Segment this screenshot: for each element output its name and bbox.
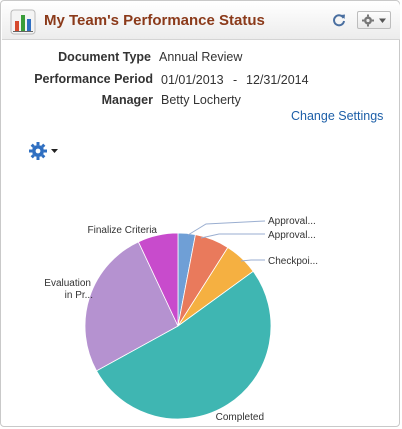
pie-slice-label: Evaluation in Pr... [44,278,93,301]
pie-slice[interactable] [95,270,272,420]
pie-slice-label: Finalize Criteria [88,225,158,236]
pie-slice[interactable] [84,241,179,372]
period-start-value: 01/01/2013 [161,73,224,87]
pie-leader-line [240,259,265,262]
manager-value: Betty Locherty [161,93,241,107]
refresh-icon[interactable] [332,13,346,27]
document-type-label: Document Type [58,50,151,64]
pagelet-options-button[interactable] [357,11,391,29]
manager-label: Manager [101,93,153,107]
change-settings-link[interactable]: Change Settings [291,109,384,123]
pie-leader-line [200,233,265,239]
pie-slice-label: Checkpoi... [268,256,318,267]
pie-slice-label: Approval... [268,216,316,227]
pie-leader-line [187,220,266,236]
performance-period-label: Performance Period [34,72,153,86]
chart-options-gear-icon[interactable] [29,141,63,161]
pie-chart: Approval... Approval... Checkpoi... Complet… [44,216,318,423]
period-separator: - [233,73,238,87]
pie-slice-label: Approval... [268,230,316,241]
pie-slice[interactable] [137,232,179,327]
document-type-value: Annual Review [159,50,243,64]
period-end-value: 12/31/2014 [246,73,309,87]
gear-dropdown-icon [362,14,386,27]
pie-slice-label: Completed [216,412,264,423]
bar-chart-icon [10,9,36,35]
pagelet-title: My Team's Performance Status [44,12,265,29]
pagelet-header: My Team's Performance Status [2,2,400,40]
